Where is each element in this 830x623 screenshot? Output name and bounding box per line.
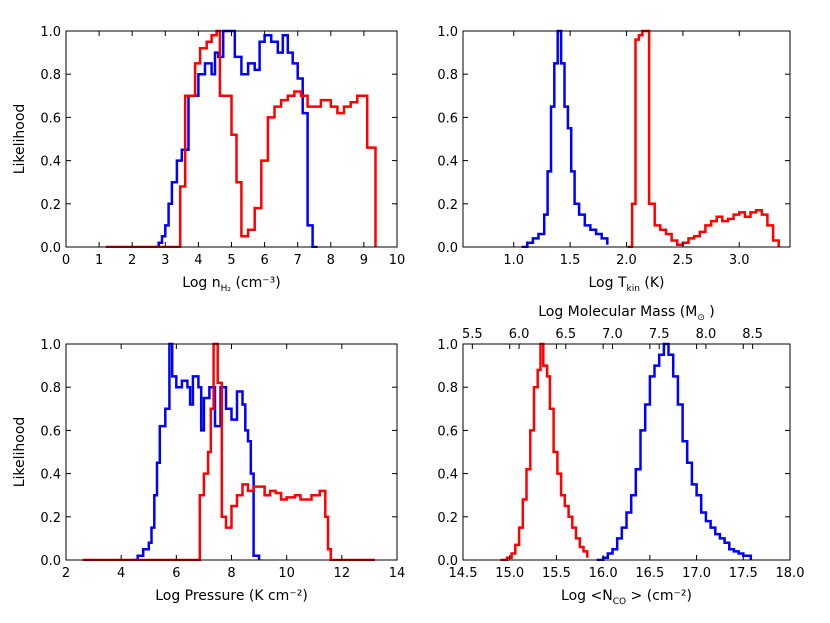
x-tick-label: 2 <box>62 566 70 581</box>
x-tick-label: 1.5 <box>560 253 581 268</box>
y-axis-label: Likelihood <box>12 104 28 175</box>
y-tick-label: 0.2 <box>437 511 458 526</box>
x-tick-label: 2 <box>128 253 136 268</box>
x-tick-label: 15.0 <box>495 566 524 581</box>
x-tick-label: 14 <box>389 566 406 581</box>
y-tick-label: 1.0 <box>40 25 61 40</box>
x-axis-label: Log nH₂ (cm⁻³) <box>182 275 280 294</box>
series-blue-line <box>521 29 609 248</box>
y-tick-label: 0.0 <box>40 554 61 569</box>
y-tick-label: 0.4 <box>437 468 458 483</box>
y-tick-label: 0.4 <box>40 468 61 483</box>
x-tick-label: 3.0 <box>729 253 750 268</box>
panel-bottom-right: 14.5 15.0 15.5 16.0 16.5 17.0 17.5 18.0 0.0 0.2 0.… <box>437 304 804 607</box>
panel-top-right: 1.0 1.5 2.0 2.5 3.0 0.0 0.2 0.4 0.6 0.8 1.0 Log Tki… <box>437 25 791 294</box>
y-tick-label: 0.2 <box>40 511 61 526</box>
x-tick-label: 2.5 <box>673 253 694 268</box>
top-x-axis-label: Log Molecular Mass (M⊙ ) <box>538 304 715 323</box>
x-tick-label: 10 <box>278 566 295 581</box>
x-tick-label: 14.5 <box>449 566 478 581</box>
y-tick-label: 0.6 <box>437 111 458 126</box>
y-tick-label: 0.0 <box>437 241 458 256</box>
x-tick-label: 3 <box>161 253 169 268</box>
x-tick-label: 1 <box>95 253 103 268</box>
y-tick-label: 0.8 <box>40 381 61 396</box>
axes-frame <box>462 30 791 248</box>
series-red-line <box>82 342 375 561</box>
top-x-tick-label: 7.5 <box>649 327 670 342</box>
y-tick-label: 0.6 <box>40 424 61 439</box>
y-tick-label: 0.4 <box>437 155 458 170</box>
x-tick-label: 1.0 <box>503 253 524 268</box>
y-tick-label: 1.0 <box>40 338 61 353</box>
top-x-tick-label: 7.0 <box>602 327 623 342</box>
x-tick-label: 2.0 <box>616 253 637 268</box>
y-tick-label: 0.8 <box>437 68 458 83</box>
panel-bottom-left: 2 4 6 8 10 12 14 0.0 0.2 0.4 0.6 0.8 1.0 Log Pressure… <box>12 338 405 604</box>
x-tick-label: 12 <box>334 566 351 581</box>
x-tick-label: 8 <box>327 253 335 268</box>
y-tick-label: 0.2 <box>40 198 61 213</box>
y-tick-label: 0.8 <box>437 381 458 396</box>
x-axis-label: Log Tkin (K) <box>589 275 665 294</box>
y-tick-label: 0.6 <box>40 111 61 126</box>
y-tick-label: 1.0 <box>437 25 458 40</box>
x-tick-label: 4 <box>194 253 202 268</box>
x-tick-label: 9 <box>360 253 368 268</box>
x-tick-label: 0 <box>62 253 70 268</box>
x-tick-label: 16.5 <box>635 566 664 581</box>
x-tick-label: 6 <box>172 566 180 581</box>
x-tick-label: 7 <box>294 253 302 268</box>
y-tick-label: 0.4 <box>40 155 61 170</box>
x-tick-label: 16.0 <box>589 566 618 581</box>
y-tick-label: 0.0 <box>437 554 458 569</box>
x-axis-label: Log Pressure (K cm⁻²) <box>155 588 308 604</box>
axes-frame <box>462 343 791 561</box>
x-tick-label: 10 <box>389 253 406 268</box>
top-x-tick-label: 5.5 <box>462 327 483 342</box>
series-red-line <box>500 342 589 561</box>
top-x-tick-label: 8.5 <box>742 327 763 342</box>
x-tick-label: 17.0 <box>682 566 711 581</box>
x-tick-label: 17.5 <box>729 566 758 581</box>
x-tick-label: 5 <box>227 253 235 268</box>
x-tick-label: 18.0 <box>776 566 805 581</box>
x-tick-label: 4 <box>117 566 125 581</box>
series-red-line <box>105 29 377 248</box>
axes-frame <box>65 30 398 248</box>
x-tick-label: 15.5 <box>542 566 571 581</box>
top-x-tick-label: 8.0 <box>696 327 717 342</box>
top-x-tick-label: 6.5 <box>555 327 576 342</box>
x-tick-label: 6 <box>260 253 268 268</box>
series-blue-line <box>132 342 261 561</box>
y-tick-label: 0.8 <box>40 68 61 83</box>
y-tick-label: 1.0 <box>437 338 458 353</box>
y-tick-label: 0.2 <box>437 198 458 213</box>
series-red-line <box>627 29 780 248</box>
y-axis-label: Likelihood <box>12 417 28 488</box>
panel-top-left: 0 1 2 3 4 5 6 7 8 9 10 0.0 0.2 0.4 0.6 0.8 1.0 Log nH₂ (c… <box>12 25 405 294</box>
series-blue-line <box>596 342 753 561</box>
y-tick-label: 0.0 <box>40 241 61 256</box>
x-tick-label: 8 <box>227 566 235 581</box>
top-x-tick-label: 6.0 <box>509 327 530 342</box>
y-tick-label: 0.6 <box>437 424 458 439</box>
x-axis-label: Log <NCO > (cm⁻²) <box>561 588 692 607</box>
